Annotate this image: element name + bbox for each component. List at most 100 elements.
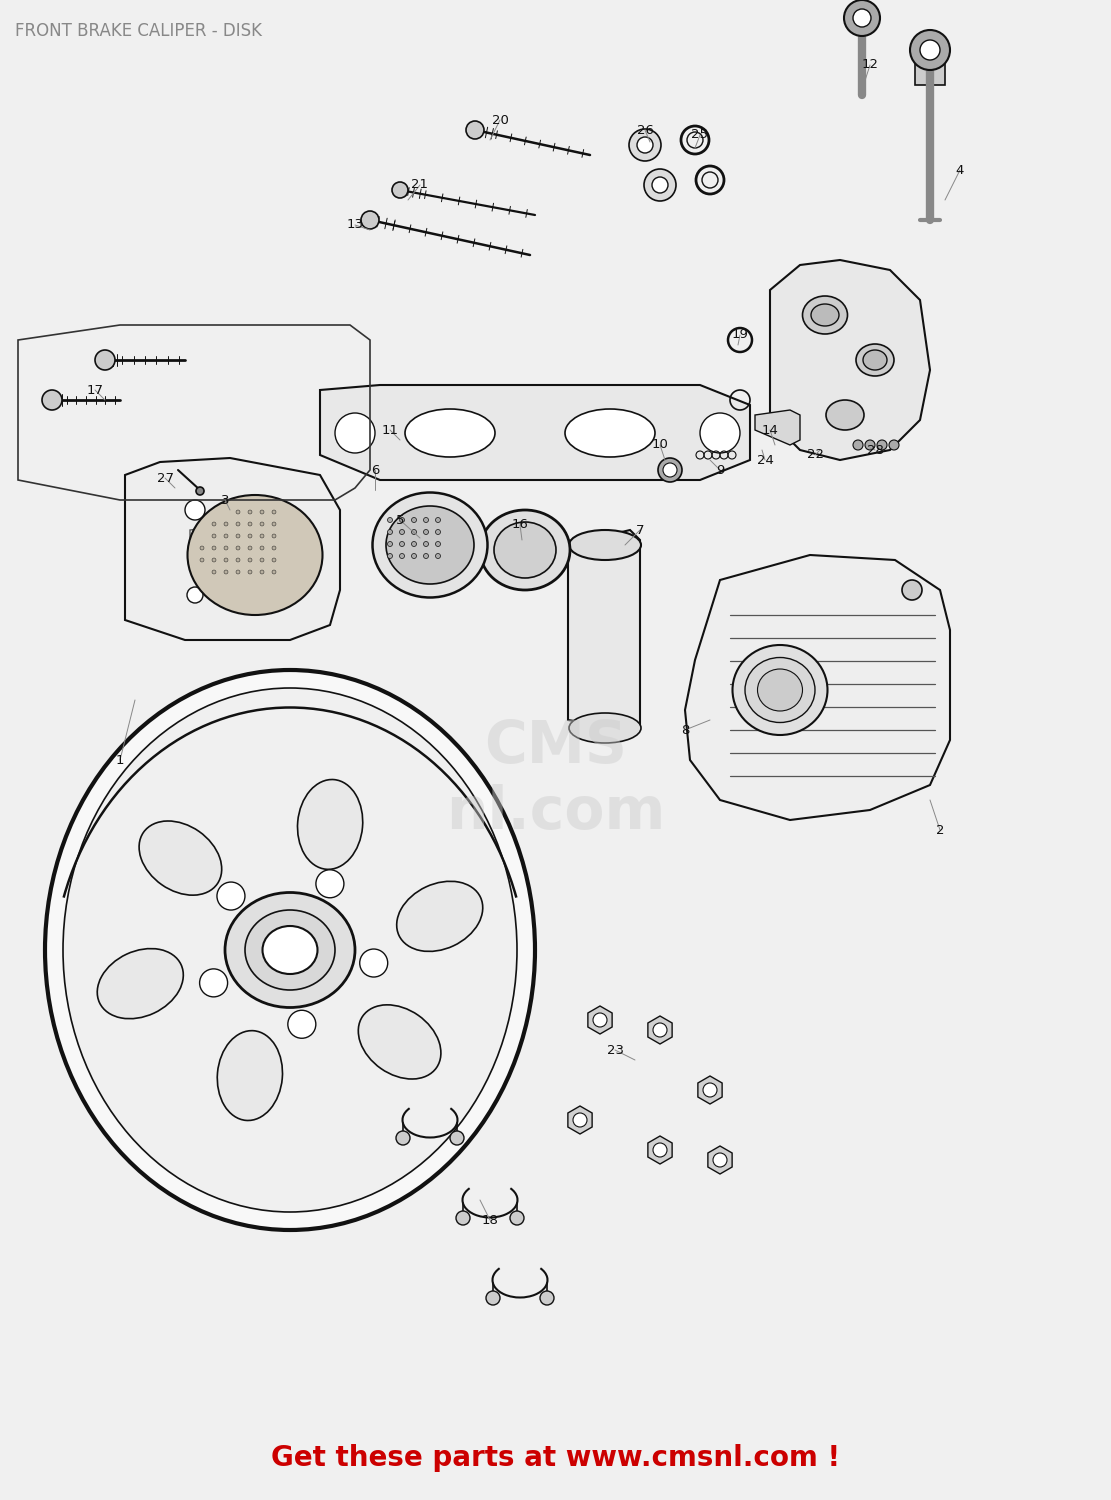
Circle shape — [411, 542, 417, 546]
Circle shape — [200, 558, 204, 562]
Circle shape — [436, 554, 440, 558]
Circle shape — [212, 522, 216, 526]
Circle shape — [400, 554, 404, 558]
Circle shape — [388, 530, 392, 534]
Circle shape — [653, 1023, 667, 1036]
Circle shape — [637, 136, 653, 153]
Circle shape — [236, 570, 240, 574]
Text: 24: 24 — [757, 453, 773, 466]
Circle shape — [629, 129, 661, 160]
Ellipse shape — [358, 1005, 441, 1078]
Text: 8: 8 — [681, 723, 689, 736]
Text: 19: 19 — [731, 328, 749, 342]
Text: 27: 27 — [157, 471, 173, 484]
Ellipse shape — [372, 492, 488, 597]
Circle shape — [902, 580, 922, 600]
Circle shape — [236, 546, 240, 550]
Circle shape — [361, 211, 379, 230]
Circle shape — [658, 458, 682, 482]
Circle shape — [400, 530, 404, 534]
Circle shape — [436, 530, 440, 534]
Text: 12: 12 — [861, 58, 879, 72]
Circle shape — [212, 558, 216, 562]
Ellipse shape — [825, 400, 864, 430]
Circle shape — [388, 542, 392, 546]
Polygon shape — [126, 458, 340, 640]
Circle shape — [703, 1083, 717, 1096]
Ellipse shape — [46, 670, 536, 1230]
Circle shape — [388, 554, 392, 558]
Polygon shape — [190, 520, 290, 568]
Circle shape — [510, 1210, 524, 1225]
Text: Get these parts at www.cmsnl.com !: Get these parts at www.cmsnl.com ! — [271, 1444, 840, 1472]
Circle shape — [217, 882, 244, 910]
Polygon shape — [708, 1146, 732, 1174]
Ellipse shape — [863, 350, 887, 370]
Text: 9: 9 — [715, 464, 724, 477]
Circle shape — [865, 440, 875, 450]
Circle shape — [224, 546, 228, 550]
Circle shape — [96, 350, 116, 370]
Circle shape — [388, 518, 392, 522]
Circle shape — [224, 522, 228, 526]
Text: 22: 22 — [807, 448, 823, 462]
Text: 5: 5 — [396, 513, 404, 526]
Circle shape — [910, 30, 950, 70]
Circle shape — [272, 534, 276, 538]
Circle shape — [663, 464, 677, 477]
Circle shape — [196, 488, 204, 495]
Circle shape — [260, 522, 264, 526]
Text: FRONT BRAKE CALIPER - DISK: FRONT BRAKE CALIPER - DISK — [16, 22, 262, 40]
Ellipse shape — [298, 780, 362, 870]
Circle shape — [644, 170, 675, 201]
Circle shape — [212, 534, 216, 538]
Circle shape — [288, 1011, 316, 1038]
Circle shape — [436, 518, 440, 522]
Ellipse shape — [494, 522, 556, 578]
Circle shape — [248, 522, 252, 526]
Text: 18: 18 — [481, 1214, 499, 1227]
Circle shape — [540, 1292, 554, 1305]
Circle shape — [713, 1154, 727, 1167]
Circle shape — [236, 534, 240, 538]
Ellipse shape — [745, 657, 815, 723]
Text: 3: 3 — [221, 494, 229, 507]
Text: 13: 13 — [347, 219, 363, 231]
Polygon shape — [588, 1007, 612, 1034]
Circle shape — [236, 510, 240, 515]
Polygon shape — [685, 555, 950, 820]
Ellipse shape — [386, 506, 474, 584]
Ellipse shape — [480, 510, 570, 590]
Circle shape — [224, 558, 228, 562]
Circle shape — [272, 570, 276, 574]
Polygon shape — [320, 386, 750, 480]
Circle shape — [436, 542, 440, 546]
Text: 20: 20 — [491, 114, 509, 126]
Circle shape — [248, 546, 252, 550]
Circle shape — [392, 182, 408, 198]
Circle shape — [573, 1113, 587, 1126]
Text: 10: 10 — [651, 438, 669, 452]
Circle shape — [248, 570, 252, 574]
Circle shape — [423, 518, 429, 522]
Circle shape — [272, 522, 276, 526]
Ellipse shape — [262, 926, 318, 974]
Circle shape — [700, 413, 740, 453]
Text: 28: 28 — [867, 444, 883, 456]
Text: 17: 17 — [87, 384, 103, 396]
Polygon shape — [755, 410, 800, 446]
Text: 25: 25 — [691, 129, 709, 141]
Circle shape — [260, 534, 264, 538]
Text: 21: 21 — [411, 178, 429, 192]
Circle shape — [360, 950, 388, 976]
Circle shape — [42, 390, 62, 410]
Text: 7: 7 — [635, 524, 644, 537]
Circle shape — [236, 558, 240, 562]
Circle shape — [466, 122, 484, 140]
Circle shape — [260, 558, 264, 562]
Ellipse shape — [218, 1030, 282, 1120]
Circle shape — [272, 510, 276, 515]
Circle shape — [400, 518, 404, 522]
Circle shape — [411, 518, 417, 522]
Circle shape — [920, 40, 940, 60]
